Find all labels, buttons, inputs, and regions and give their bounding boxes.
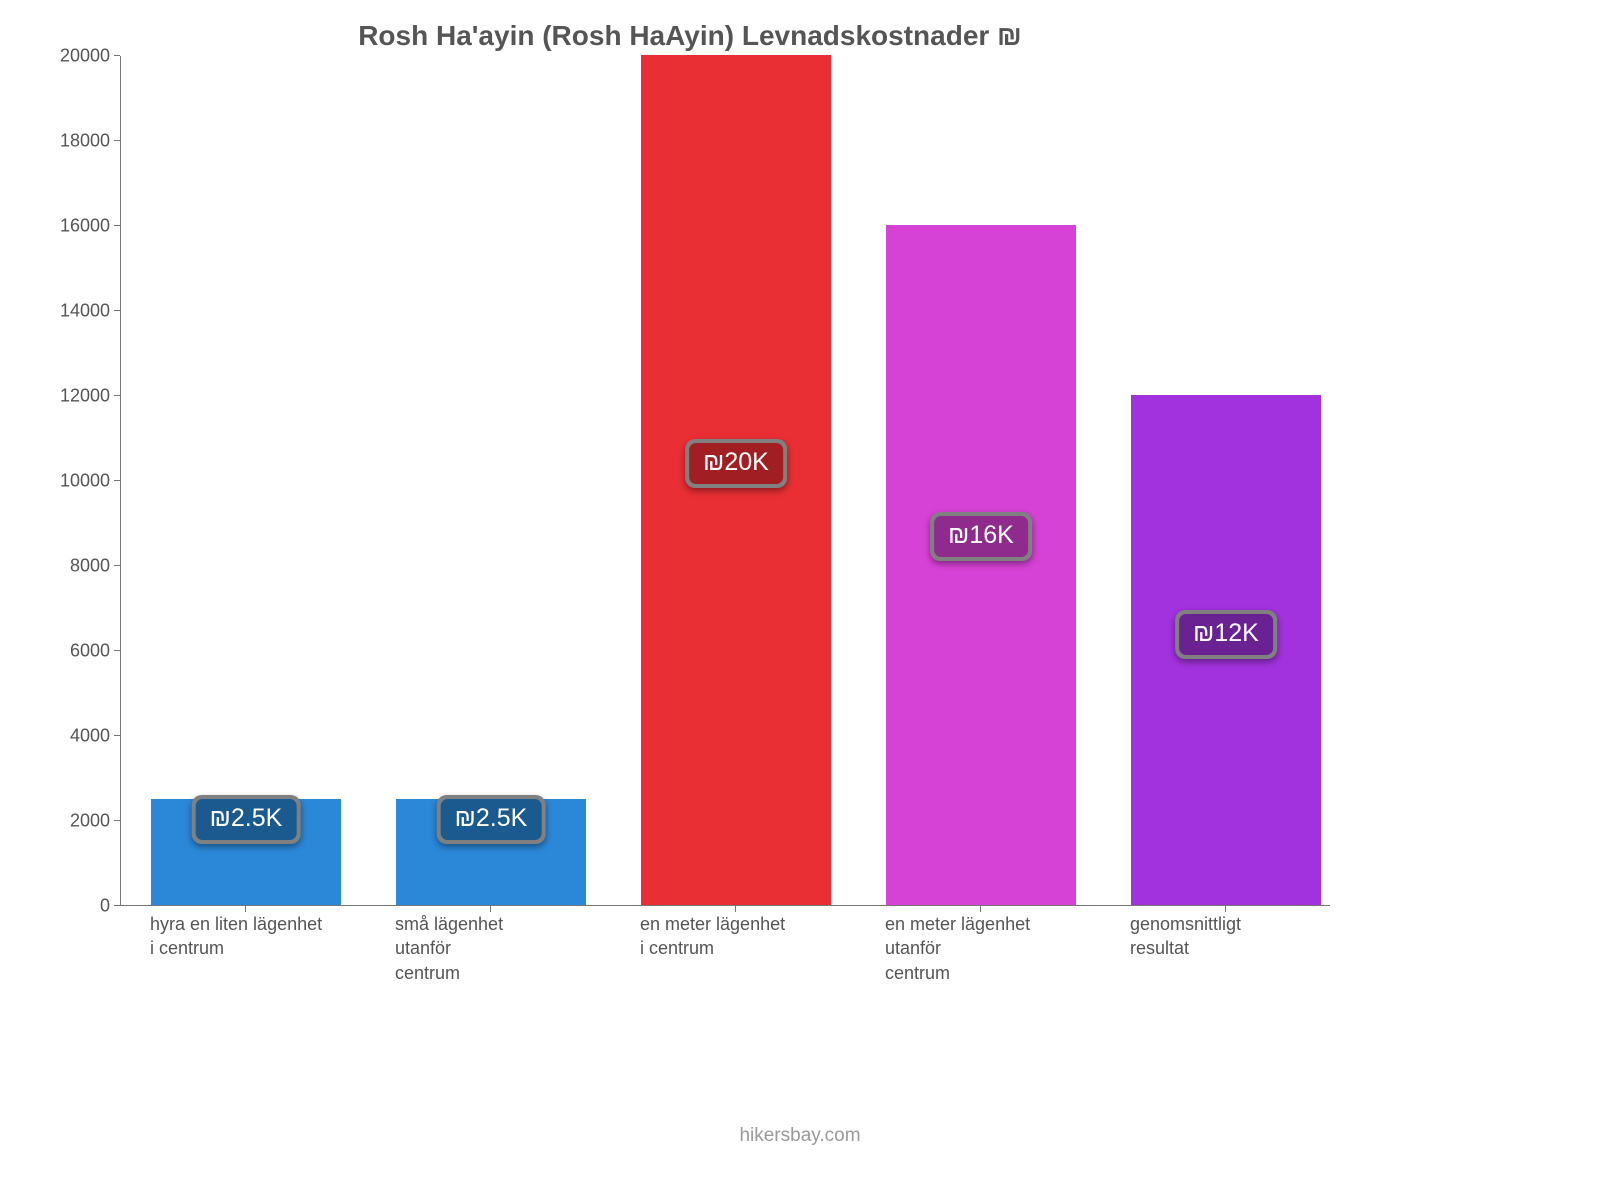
x-category-label: en meter lägenhet i centrum [640, 912, 785, 961]
bar [886, 225, 1076, 905]
bar-value-label: ₪16K [934, 516, 1028, 557]
cost-of-living-chart: Rosh Ha'ayin (Rosh HaAyin) Levnadskostna… [50, 20, 1330, 1020]
y-tick-label: 0 [50, 896, 110, 917]
bar-value-badge: ₪16K [930, 512, 1032, 561]
bar-value-label: ₪2.5K [196, 799, 297, 840]
plot-area: 0200040006000800010000120001400016000180… [50, 56, 1330, 906]
bars-area: ₪2.5K ₪2.5K ₪20K ₪16K ₪12K [120, 56, 1330, 906]
y-tick-label: 6000 [50, 641, 110, 662]
y-tick-label: 2000 [50, 811, 110, 832]
y-tick-label: 10000 [50, 471, 110, 492]
y-tick-label: 4000 [50, 726, 110, 747]
attribution-text: hikersbay.com [0, 1125, 1600, 1147]
y-axis: 0200040006000800010000120001400016000180… [50, 56, 120, 906]
x-category-label: hyra en liten lägenhet i centrum [150, 912, 322, 961]
bar-value-badge: ₪12K [1175, 610, 1277, 659]
bar-value-badge: ₪2.5K [192, 795, 301, 844]
bar-value-label: ₪2.5K [441, 799, 542, 840]
x-category-label: genomsnittligt resultat [1130, 912, 1241, 961]
y-tick-label: 16000 [50, 216, 110, 237]
y-tick-label: 12000 [50, 386, 110, 407]
y-tick-label: 18000 [50, 131, 110, 152]
y-tick-label: 14000 [50, 301, 110, 322]
x-category-label: små lägenhet utanför centrum [395, 912, 503, 985]
bar-value-label: ₪12K [1179, 614, 1273, 655]
y-tick-label: 8000 [50, 556, 110, 577]
bar-value-label: ₪20K [689, 443, 783, 484]
chart-title: Rosh Ha'ayin (Rosh HaAyin) Levnadskostna… [50, 20, 1330, 52]
bar-value-badge: ₪20K [685, 439, 787, 488]
bar-value-badge: ₪2.5K [437, 795, 546, 844]
x-category-label: en meter lägenhet utanför centrum [885, 912, 1030, 985]
y-tick-label: 20000 [50, 46, 110, 67]
